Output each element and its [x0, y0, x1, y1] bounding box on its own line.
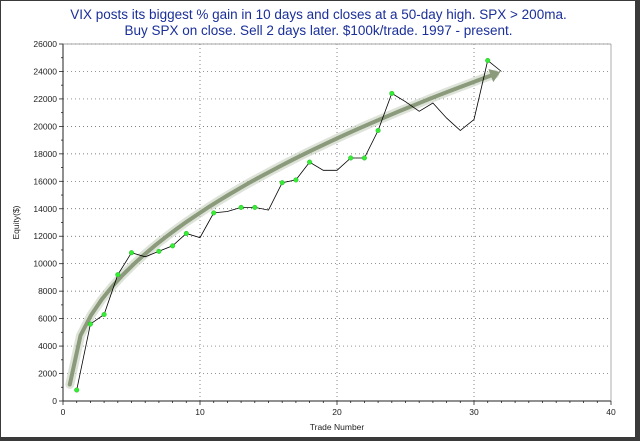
series	[74, 57, 502, 393]
axes	[59, 43, 612, 405]
data-point	[293, 177, 299, 183]
y-tick-label: 16000	[33, 176, 57, 186]
y-tick-label: 22000	[33, 94, 57, 104]
data-point	[485, 57, 491, 63]
chart-subtitle: Buy SPX on close. Sell 2 days later. $10…	[124, 23, 513, 38]
x-axis-label: Trade Number	[310, 422, 365, 432]
data-point	[87, 321, 93, 327]
x-tick-label: 20	[332, 407, 342, 417]
y-tick-label: 10000	[33, 259, 57, 269]
data-point	[101, 311, 107, 317]
y-tick-label: 12000	[33, 231, 57, 241]
trend-arrow	[65, 69, 501, 389]
data-point	[375, 128, 381, 134]
trend-shadow	[65, 69, 500, 389]
x-tick-label: 30	[469, 407, 479, 417]
tick-labels: 0 2000 4000 6000 8000 10000 12000 14000 16000 180…	[33, 39, 616, 417]
y-tick-label: 6000	[38, 314, 57, 324]
chart-title: VIX posts its biggest % gain in 10 days …	[70, 7, 567, 22]
y-tick-label: 18000	[33, 149, 57, 159]
data-point	[361, 155, 367, 161]
x-tick-label: 10	[195, 407, 205, 417]
equity-line	[76, 59, 502, 391]
y-tick-label: 26000	[33, 39, 57, 49]
data-point	[348, 155, 354, 161]
y-tick-label: 8000	[38, 286, 57, 296]
y-axis-label: Equity($)	[11, 205, 21, 239]
chart-title-block: VIX posts its biggest % gain in 10 days …	[1, 7, 636, 39]
grid	[63, 43, 611, 401]
data-point	[128, 250, 134, 256]
y-tick-label: 0	[52, 396, 57, 406]
y-tick-label: 2000	[38, 369, 57, 379]
data-point	[389, 90, 395, 96]
data-point	[183, 230, 189, 236]
x-tick-label: 40	[606, 407, 616, 417]
trend-line	[67, 72, 497, 387]
y-tick-label: 4000	[38, 341, 57, 351]
data-point	[252, 204, 258, 210]
data-point	[279, 180, 285, 186]
y-tick-label: 24000	[33, 66, 57, 76]
y-tick-label: 14000	[33, 204, 57, 214]
data-point	[211, 210, 217, 216]
data-point	[307, 159, 313, 165]
data-point	[238, 204, 244, 210]
data-point	[74, 387, 80, 393]
trend-arrowhead	[488, 69, 501, 83]
y-tick-label: 20000	[33, 121, 57, 131]
data-point	[156, 248, 162, 254]
data-point	[115, 272, 121, 278]
x-tick-label: 0	[61, 407, 66, 417]
data-point	[170, 243, 176, 249]
